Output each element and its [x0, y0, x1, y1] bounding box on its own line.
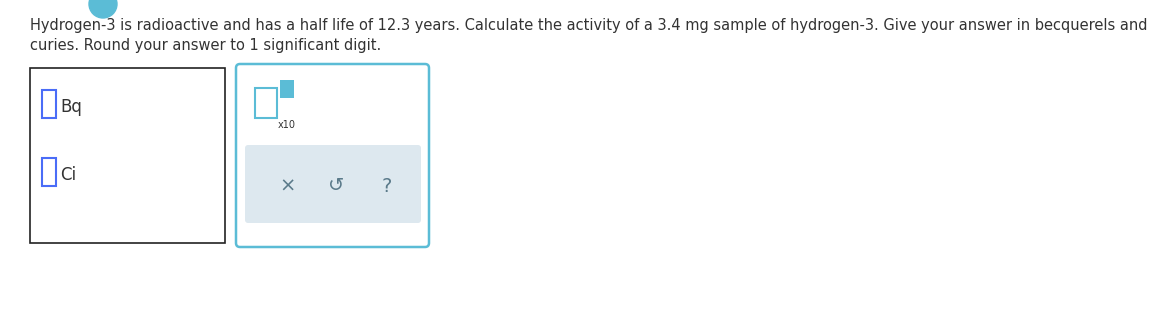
Bar [43, 90, 56, 118]
Circle shape [88, 0, 117, 18]
Text: curies. Round your answer to 1 significant digit.: curies. Round your answer to 1 significa… [30, 38, 381, 53]
Text: ↺: ↺ [327, 176, 345, 195]
Text: x10: x10 [278, 120, 296, 130]
Text: ?: ? [381, 176, 392, 195]
Bar [30, 68, 225, 243]
Text: ×: × [280, 176, 296, 195]
FancyBboxPatch shape [245, 145, 421, 223]
Bar [255, 88, 277, 118]
Text: Hydrogen-3 is radioactive and has a half life of 12.3 years. Calculate the activ: Hydrogen-3 is radioactive and has a half… [30, 18, 1149, 33]
Text: Ci: Ci [60, 166, 76, 184]
Bar [280, 80, 294, 98]
Text: Bq: Bq [60, 98, 82, 116]
Bar [43, 158, 56, 186]
FancyBboxPatch shape [236, 64, 429, 247]
